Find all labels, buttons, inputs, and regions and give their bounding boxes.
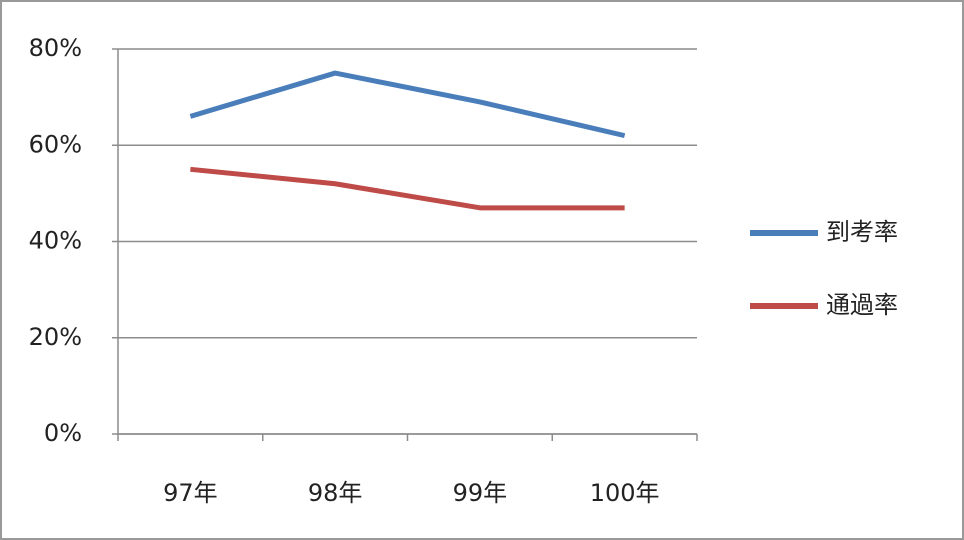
y-tick-label: 20% [29,323,82,351]
series-line [189,70,626,139]
x-tick-label: 98年 [308,479,363,507]
x-tick-label: 97年 [163,479,218,507]
y-tick-label: 60% [29,130,82,158]
legend-label: 通過率 [826,291,898,319]
y-tick-label: 40% [29,227,82,255]
x-tick-label: 99年 [453,479,508,507]
y-tick-label: 80% [29,34,82,62]
legend-label: 到考率 [826,218,898,246]
x-tick-label: 100年 [590,479,660,507]
y-tick-label: 0% [44,419,82,447]
series-line [190,166,625,211]
